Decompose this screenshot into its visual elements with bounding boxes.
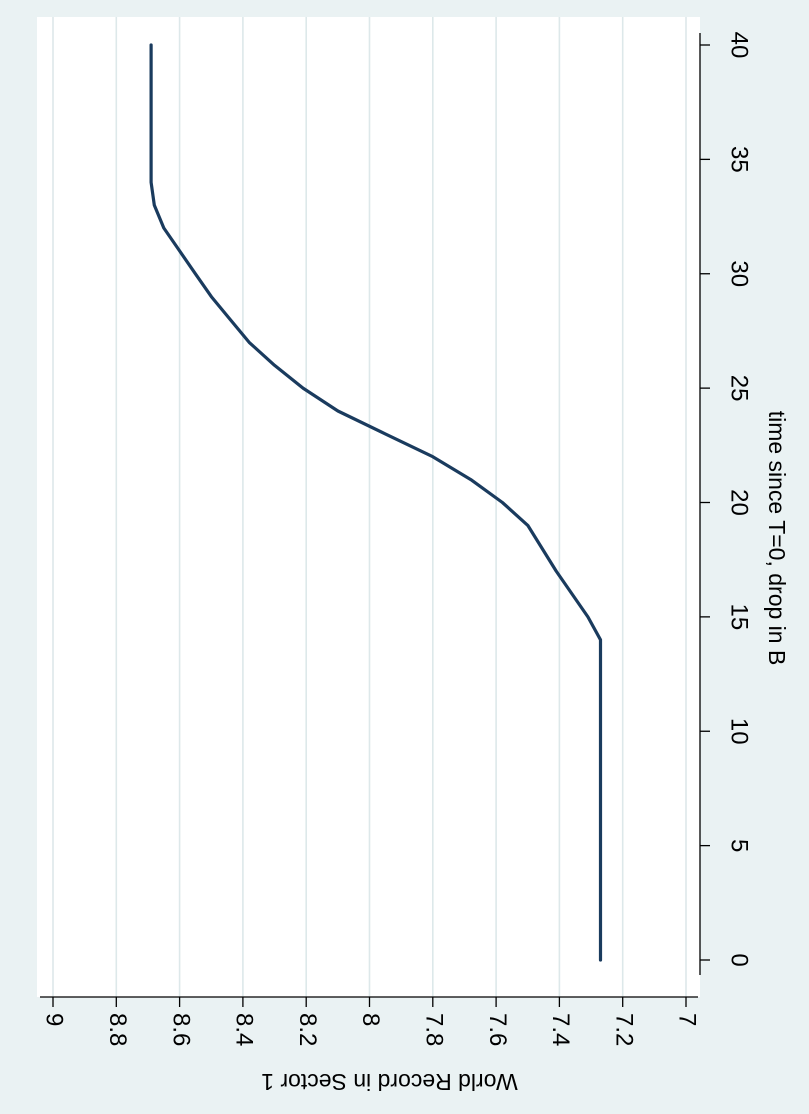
y-tick-label: 7.6 (484, 1013, 511, 1046)
series-layer (149, 43, 603, 962)
tick-marks (52, 44, 710, 1007)
y-tick-label: 8 (357, 1013, 384, 1026)
x-tick-labels: 0 5 10 15 20 25 30 35 40 (726, 32, 753, 967)
x-tick-label: 0 (726, 953, 753, 966)
x-tick-label: 25 (726, 375, 753, 402)
y-tick-labels: 7 7.2 7.4 7.6 7.8 8 8.2 8.4 8.6 8.8 9 (41, 1013, 701, 1046)
x-tick-label: 10 (726, 718, 753, 745)
x-axis-title: time since T=0, drop in B (764, 411, 790, 666)
y-tick-label: 9 (41, 1013, 68, 1026)
x-tick-label: 15 (726, 604, 753, 631)
x-tick-label: 30 (726, 260, 753, 287)
x-tick-label: 40 (726, 32, 753, 59)
y-tick-label: 8.8 (104, 1013, 131, 1046)
y-tick-label: 7.8 (420, 1013, 447, 1046)
x-tick-label: 20 (726, 489, 753, 516)
y-tick-label: 7 (674, 1013, 701, 1026)
series-line (149, 43, 603, 962)
y-tick-label: 8.6 (167, 1013, 194, 1046)
y-tick-label: 8.4 (231, 1013, 258, 1046)
y-tick-label: 7.4 (547, 1013, 574, 1046)
y-tick-label: 8.2 (294, 1013, 321, 1046)
gridlines (52, 17, 687, 997)
x-tick-label: 5 (726, 839, 753, 852)
y-tick-label: 7.2 (610, 1013, 637, 1046)
x-tick-label: 35 (726, 146, 753, 173)
y-axis-title: World Record in Sector 1 (261, 1069, 518, 1095)
plot-area (37, 17, 700, 997)
